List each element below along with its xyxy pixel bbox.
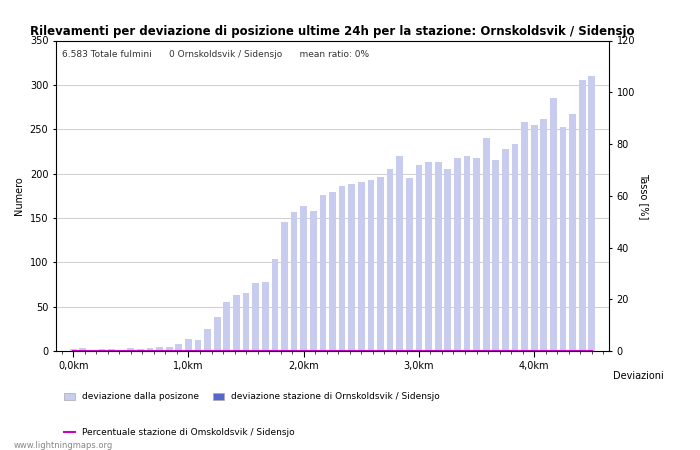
Bar — [492, 160, 499, 351]
Bar — [185, 339, 192, 351]
Bar — [588, 76, 595, 351]
Bar — [444, 169, 451, 351]
Bar — [195, 340, 202, 351]
Bar — [233, 295, 240, 351]
Bar — [89, 350, 96, 351]
Bar — [80, 348, 86, 351]
Bar — [281, 222, 288, 351]
Bar — [223, 302, 230, 351]
Bar — [290, 212, 298, 351]
Bar — [559, 127, 566, 351]
Bar — [531, 125, 538, 351]
Bar — [262, 282, 269, 351]
Bar — [108, 349, 115, 351]
Bar — [550, 98, 556, 351]
Bar — [166, 346, 173, 351]
Bar — [214, 317, 220, 351]
Bar — [310, 211, 316, 351]
Y-axis label: Tasso [%]: Tasso [%] — [639, 172, 649, 219]
Bar — [70, 349, 77, 351]
Bar — [349, 184, 355, 351]
Bar — [300, 207, 307, 351]
Bar — [463, 156, 470, 351]
Bar — [329, 192, 336, 351]
Bar — [358, 182, 365, 351]
Bar — [483, 138, 489, 351]
Bar — [416, 165, 422, 351]
Bar — [243, 293, 249, 351]
Bar — [425, 162, 432, 351]
Bar — [127, 348, 134, 351]
Bar — [406, 178, 413, 351]
Title: Rilevamenti per deviazione di posizione ultime 24h per la stazione: Ornskoldsvik: Rilevamenti per deviazione di posizione … — [30, 25, 635, 38]
Bar — [204, 329, 211, 351]
Bar — [99, 349, 106, 351]
Bar — [454, 158, 461, 351]
Text: www.lightningmaps.org: www.lightningmaps.org — [14, 441, 113, 450]
Bar — [368, 180, 374, 351]
Bar — [512, 144, 518, 351]
Bar — [319, 195, 326, 351]
Text: 6.583 Totale fulmini      0 Ornskoldsvik / Sidensjo      mean ratio: 0%: 6.583 Totale fulmini 0 Ornskoldsvik / Si… — [62, 50, 369, 59]
Bar — [521, 122, 528, 351]
Legend: deviazione dalla posizone, deviazione stazione di Ornskoldsvik / Sidensjo: deviazione dalla posizone, deviazione st… — [60, 389, 443, 405]
Bar — [386, 169, 393, 351]
Bar — [137, 349, 144, 351]
Bar — [569, 114, 576, 351]
Bar — [473, 158, 480, 351]
Bar — [377, 177, 384, 351]
Text: Deviazioni: Deviazioni — [612, 371, 664, 381]
Bar — [118, 350, 125, 351]
Bar — [147, 348, 153, 351]
Y-axis label: Numero: Numero — [14, 176, 24, 215]
Bar — [396, 156, 403, 351]
Bar — [252, 283, 259, 351]
Bar — [156, 347, 163, 351]
Bar — [176, 344, 182, 351]
Bar — [579, 81, 585, 351]
Bar — [540, 118, 547, 351]
Legend: Percentuale stazione di Omskoldsvik / Sidensjo: Percentuale stazione di Omskoldsvik / Si… — [60, 425, 298, 441]
Bar — [272, 259, 279, 351]
Bar — [502, 149, 509, 351]
Bar — [435, 162, 442, 351]
Bar — [339, 186, 346, 351]
